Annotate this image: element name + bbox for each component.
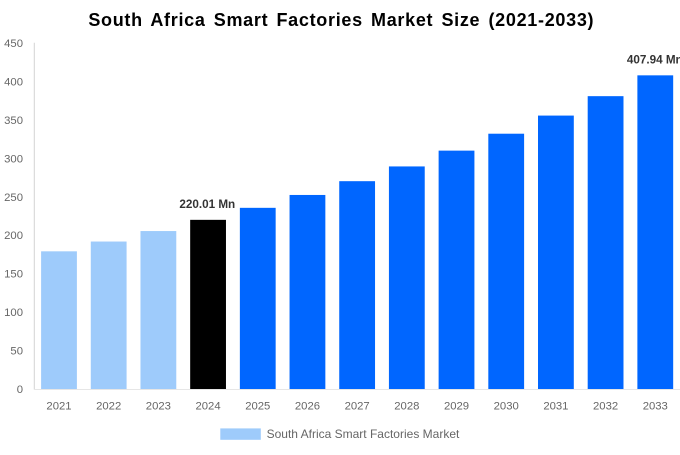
svg-text:2025: 2025	[245, 401, 270, 413]
svg-text:2033: 2033	[643, 401, 668, 413]
svg-text:2023: 2023	[146, 401, 171, 413]
svg-text:2027: 2027	[345, 401, 370, 413]
svg-text:South Africa Smart Factories M: South Africa Smart Factories Market	[267, 427, 460, 441]
svg-text:2030: 2030	[494, 401, 519, 413]
svg-text:220.01 Mn: 220.01 Mn	[179, 198, 235, 211]
svg-text:2021: 2021	[46, 401, 71, 413]
svg-text:300: 300	[4, 153, 23, 165]
svg-text:450: 450	[4, 38, 23, 50]
svg-text:407.94 Mn: 407.94 Mn	[627, 54, 680, 67]
svg-text:200: 200	[4, 230, 23, 242]
svg-text:150: 150	[4, 269, 23, 281]
svg-text:2022: 2022	[96, 401, 121, 413]
svg-text:2031: 2031	[543, 401, 568, 413]
svg-text:0: 0	[17, 384, 23, 396]
svg-text:350: 350	[4, 115, 23, 127]
svg-text:2029: 2029	[444, 401, 469, 413]
svg-text:50: 50	[10, 346, 23, 358]
svg-text:2028: 2028	[394, 401, 419, 413]
svg-text:100: 100	[4, 307, 23, 319]
svg-text:2026: 2026	[295, 401, 320, 413]
svg-text:South Africa Smart Factories M: South Africa Smart Factories Market Size…	[88, 10, 594, 30]
svg-text:2024: 2024	[195, 401, 220, 413]
svg-text:2032: 2032	[593, 401, 618, 413]
svg-text:250: 250	[4, 192, 23, 204]
svg-text:400: 400	[4, 76, 23, 88]
